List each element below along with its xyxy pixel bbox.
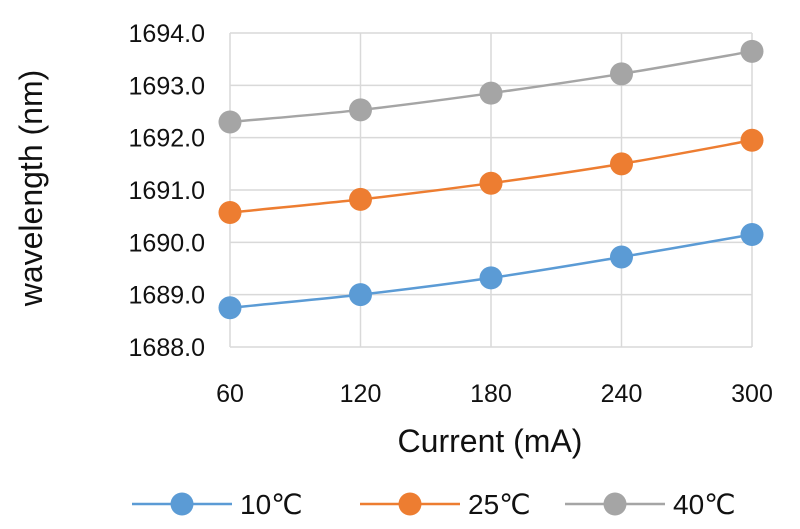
y-tick-label: 1694.0 — [129, 20, 205, 48]
legend-item: 25℃ — [360, 489, 531, 520]
data-point — [479, 81, 503, 105]
x-tick-label: 120 — [340, 380, 382, 408]
legend-item: 40℃ — [565, 489, 736, 520]
x-axis-title: Current (mA) — [398, 423, 583, 459]
data-point — [740, 39, 764, 63]
data-point — [610, 245, 633, 269]
legend-label: 10℃ — [240, 489, 303, 520]
series-25C — [218, 128, 764, 225]
data-point — [479, 266, 503, 290]
x-axis-ticks: 60 120 180 240 300 — [216, 380, 773, 408]
legend-label: 25℃ — [468, 489, 531, 520]
y-axis-title: wavelength (nm) — [13, 70, 49, 308]
series-10C — [218, 222, 764, 320]
data-point — [610, 152, 633, 176]
data-point — [610, 62, 633, 86]
legend: 10℃ 25℃ 40℃ — [132, 489, 736, 520]
legend-marker — [398, 492, 422, 516]
x-tick-label: 240 — [601, 380, 643, 408]
data-point — [740, 222, 764, 246]
data-point — [479, 171, 503, 195]
data-point — [218, 201, 242, 225]
data-point — [349, 187, 372, 211]
data-point — [218, 296, 242, 320]
y-tick-label: 1690.0 — [129, 229, 205, 257]
series-group — [218, 39, 764, 320]
legend-label: 40℃ — [673, 489, 736, 520]
legend-marker — [170, 492, 194, 516]
x-tick-label: 180 — [470, 380, 512, 408]
data-point — [349, 283, 372, 307]
y-tick-label: 1693.0 — [129, 72, 205, 100]
y-tick-label: 1692.0 — [129, 125, 205, 153]
legend-marker — [603, 492, 627, 516]
data-point — [218, 110, 242, 134]
data-point — [349, 98, 372, 122]
data-point — [740, 128, 764, 152]
y-axis-ticks: 1688.0 1689.0 1690.0 1691.0 1692.0 1693.0 1694… — [129, 20, 205, 362]
legend-item: 10℃ — [132, 489, 303, 520]
y-tick-label: 1689.0 — [129, 282, 205, 310]
y-tick-label: 1691.0 — [129, 177, 205, 205]
series-40C — [218, 39, 764, 134]
x-tick-label: 60 — [216, 380, 244, 408]
x-tick-label: 300 — [731, 380, 773, 408]
y-tick-label: 1688.0 — [129, 334, 205, 362]
